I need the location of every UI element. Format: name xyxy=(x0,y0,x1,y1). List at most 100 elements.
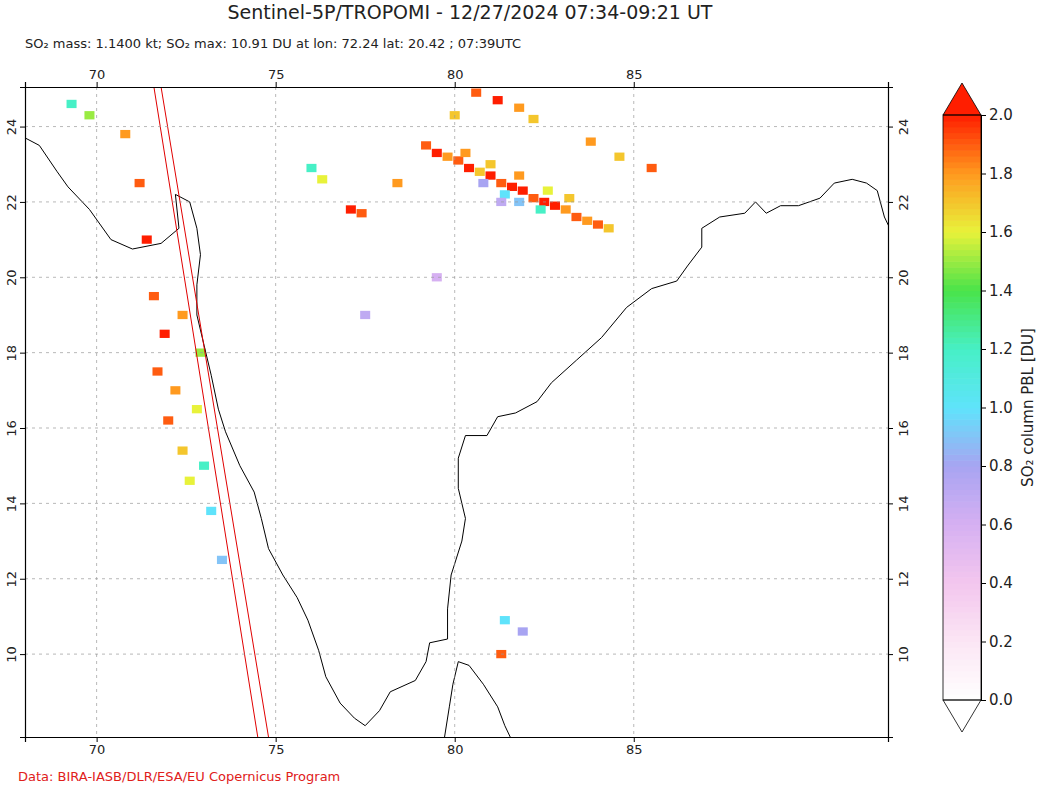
tick: 22 xyxy=(4,194,25,211)
tick-label: 75 xyxy=(268,742,285,757)
colorbar-step xyxy=(943,671,981,677)
tick-label: 1.0 xyxy=(989,399,1013,417)
grid-line xyxy=(25,277,888,278)
colorbar-step xyxy=(943,618,981,624)
so2-cell xyxy=(185,477,195,485)
tick-mark xyxy=(20,503,25,504)
tick: 1.6 xyxy=(981,223,1013,241)
colorbar-step xyxy=(943,349,981,355)
colorbar-step xyxy=(943,612,981,618)
colorbar-step xyxy=(943,413,981,419)
colorbar-step xyxy=(943,396,981,402)
grid-line xyxy=(96,87,97,737)
colorbar-step xyxy=(943,659,981,665)
tick: 14 xyxy=(4,496,25,513)
tick-mark xyxy=(981,349,986,350)
tick-label: 70 xyxy=(89,742,106,757)
so2-cell xyxy=(475,168,485,176)
tick: 1.8 xyxy=(981,165,1013,183)
colorbar-extend-low xyxy=(943,700,981,732)
colorbar-step xyxy=(943,653,981,659)
tick-mark xyxy=(888,353,893,354)
tick-label: 70 xyxy=(89,67,106,82)
tick-mark xyxy=(981,174,986,175)
so2-cell xyxy=(518,627,528,635)
colorbar-step xyxy=(943,466,981,472)
so2-cell xyxy=(317,175,327,183)
tick: 16 xyxy=(888,420,911,437)
colorbar-step xyxy=(943,267,981,273)
colorbar-step xyxy=(943,279,981,285)
so2-cell xyxy=(604,224,614,232)
tick: 1.2 xyxy=(981,340,1013,358)
colorbar xyxy=(943,83,981,732)
colorbar-step xyxy=(943,454,981,460)
tick: 24 xyxy=(4,119,25,136)
grid-line xyxy=(25,352,888,353)
colorbar-step xyxy=(943,647,981,653)
swath-edges xyxy=(154,87,269,737)
colorbar-step xyxy=(943,302,981,308)
tick-label: 0.6 xyxy=(989,516,1013,534)
so2-cell xyxy=(199,462,209,470)
colorbar-step xyxy=(943,296,981,302)
so2-cell xyxy=(142,235,152,243)
colorbar-step xyxy=(943,185,981,191)
colorbar-step xyxy=(943,191,981,197)
coastline xyxy=(444,662,512,737)
tick-label: 2.0 xyxy=(989,106,1013,124)
tick-label: 80 xyxy=(447,742,464,757)
credit: Data: BIRA-IASB/DLR/ESA/EU Copernicus Pr… xyxy=(18,769,340,784)
so2-cell xyxy=(500,190,510,198)
tick-label: 1.4 xyxy=(989,282,1013,300)
colorbar-step xyxy=(943,220,981,226)
so2-cell xyxy=(464,164,474,172)
tick: 75 xyxy=(268,737,285,757)
tick-mark xyxy=(981,408,986,409)
so2-cell xyxy=(84,111,94,119)
tick: 85 xyxy=(626,737,643,757)
tick-label: 16 xyxy=(4,420,19,437)
so2-cell xyxy=(543,186,553,194)
so2-cell xyxy=(163,416,173,424)
tick-label: 0.2 xyxy=(989,633,1013,651)
tick: 0.8 xyxy=(981,457,1013,475)
colorbar-step xyxy=(943,419,981,425)
tick: 18 xyxy=(888,345,911,362)
colorbar-step xyxy=(943,448,981,454)
colorbar-step xyxy=(943,214,981,220)
tick: 24 xyxy=(888,119,911,136)
grid-line xyxy=(25,654,888,655)
colorbar-step xyxy=(943,261,981,267)
axis-line xyxy=(889,88,894,738)
colorbar-step xyxy=(943,577,981,583)
colorbar-step xyxy=(943,560,981,566)
grid-line xyxy=(454,87,455,737)
tick-mark xyxy=(981,642,986,643)
colorbar-step xyxy=(943,273,981,279)
so2-cell xyxy=(152,367,162,375)
tick-mark xyxy=(981,291,986,292)
colorbar-step xyxy=(943,138,981,144)
colorbar-step xyxy=(943,530,981,536)
colorbar-step xyxy=(943,606,981,612)
colorbar-step xyxy=(943,402,981,408)
colorbar-step xyxy=(943,595,981,601)
colorbar-step xyxy=(943,642,981,648)
tick-mark xyxy=(888,127,893,128)
tick-label: 20 xyxy=(896,270,911,287)
colorbar-step xyxy=(943,308,981,314)
colorbar-step xyxy=(943,501,981,507)
colorbar-step xyxy=(943,209,981,215)
colorbar-step xyxy=(943,144,981,150)
colorbar-step xyxy=(943,408,981,414)
colorbar-step xyxy=(943,162,981,168)
so2-cell xyxy=(160,330,170,338)
colorbar-step xyxy=(943,630,981,636)
colorbar-step xyxy=(943,495,981,501)
tick-mark xyxy=(20,579,25,580)
so2-cell xyxy=(496,179,506,187)
colorbar-axis: 0.00.20.40.60.81.01.21.41.61.82.0 xyxy=(981,106,1013,709)
colorbar-step xyxy=(943,548,981,554)
tick-label: 10 xyxy=(896,646,911,663)
